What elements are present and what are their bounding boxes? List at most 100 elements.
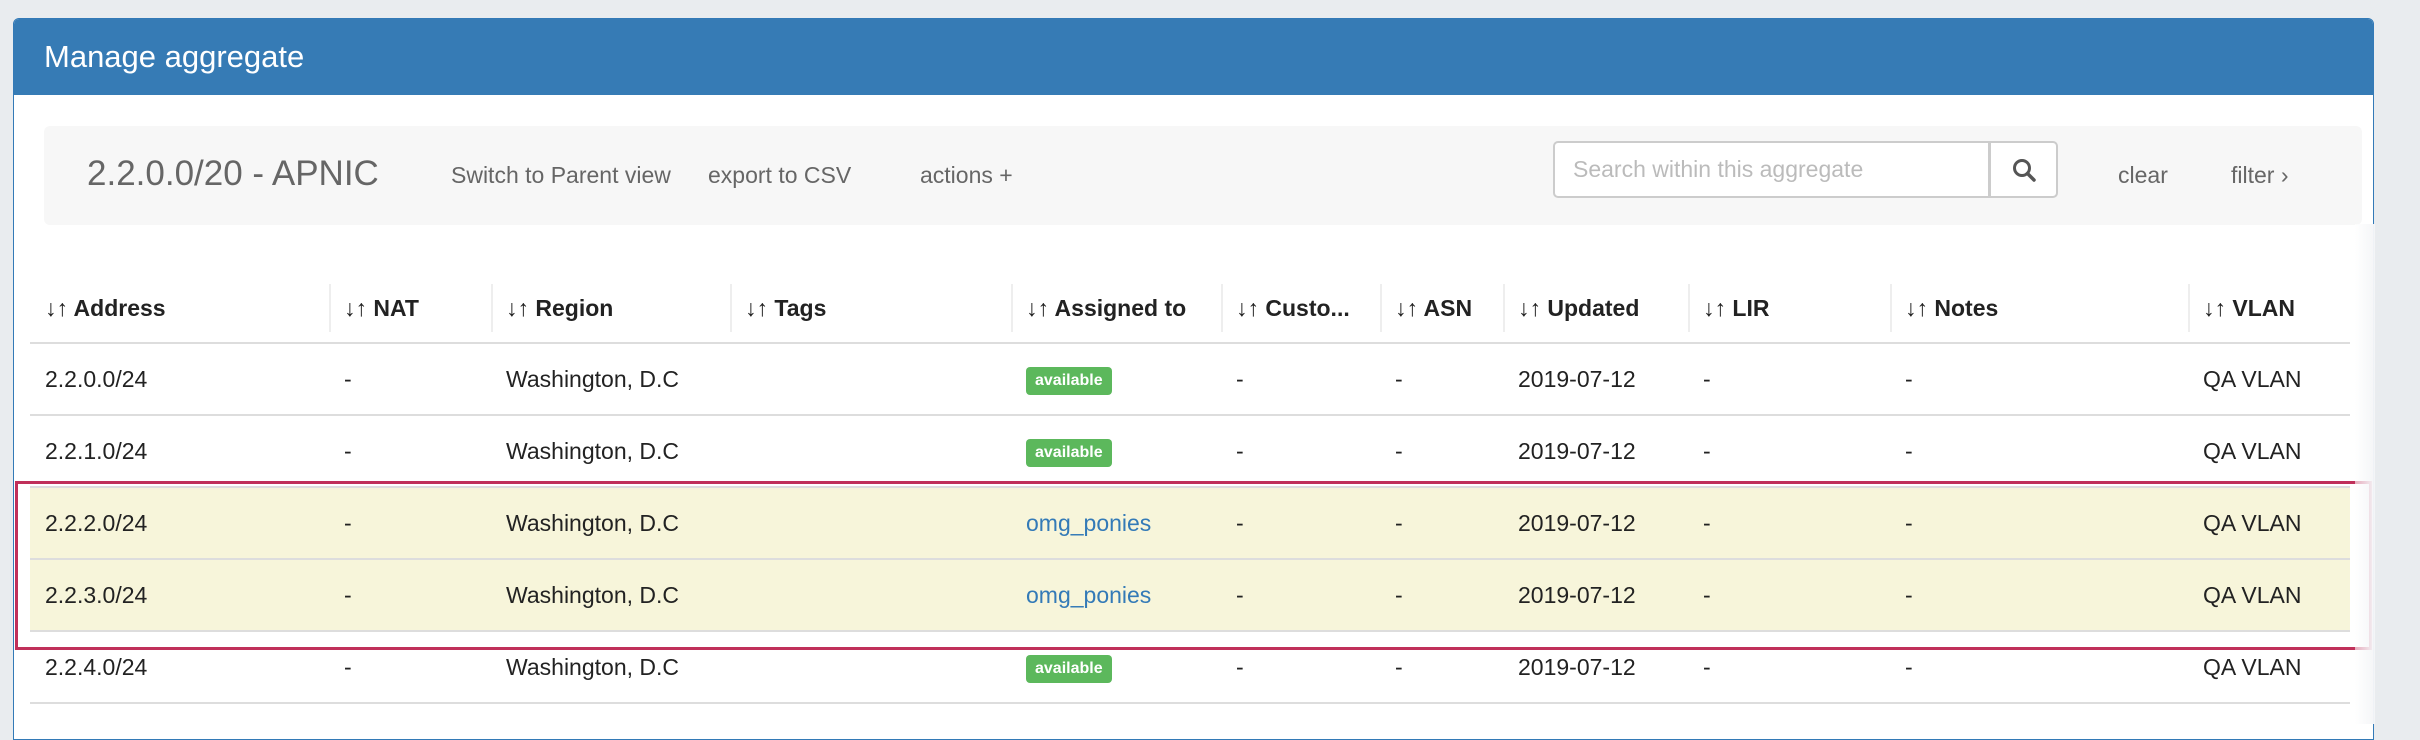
search-button[interactable] <box>1990 141 2058 198</box>
column-header[interactable]: ↓↑ Custo... <box>1221 274 1380 343</box>
filter-link[interactable]: filter › <box>2231 162 2289 188</box>
cell-region: Washington, D.C <box>491 558 730 631</box>
cell-notes: - <box>1890 486 2188 559</box>
column-header[interactable]: ↓↑ VLAN <box>2188 274 2350 343</box>
table-row[interactable]: 2.2.0.0/24- Washington, D.C available - -201… <box>30 342 2350 415</box>
cell-region: Washington, D.C <box>491 342 730 415</box>
cell-customer: - <box>1221 414 1380 487</box>
column-header[interactable]: ↓↑ Assigned to <box>1011 274 1221 343</box>
cell-tags <box>730 486 1011 559</box>
column-label: ASN <box>1423 294 1473 321</box>
cell-updated: 2019-07-12 <box>1503 414 1688 487</box>
cell-assigned: available <box>1011 342 1221 415</box>
column-divider[interactable] <box>1688 284 1690 332</box>
cell-notes: - <box>1890 342 2188 415</box>
cell-region: Washington, D.C <box>491 630 730 704</box>
cell-updated: 2019-07-12 <box>1503 630 1688 704</box>
cell-asn: - <box>1380 414 1503 487</box>
cell-address: 2.2.0.0/24 <box>30 342 329 415</box>
column-divider[interactable] <box>730 284 732 332</box>
column-divider[interactable] <box>1503 284 1505 332</box>
column-divider[interactable] <box>329 284 331 332</box>
actions-menu[interactable]: actions + <box>920 162 1013 188</box>
column-label: Address <box>73 294 166 321</box>
cell-lir: - <box>1688 342 1890 415</box>
cell-updated: 2019-07-12 <box>1503 486 1688 559</box>
column-header[interactable]: ↓↑ ASN <box>1380 274 1503 343</box>
assigned-link[interactable]: omg_ponies <box>1026 509 1152 536</box>
sort-arrows-icon: ↓↑ <box>1518 294 1541 321</box>
column-divider[interactable] <box>1221 284 1223 332</box>
cell-customer: - <box>1221 630 1380 704</box>
cell-lir: - <box>1688 558 1890 631</box>
cell-nat: - <box>329 630 491 704</box>
column-divider[interactable] <box>1011 284 1013 332</box>
cell-lir: - <box>1688 486 1890 559</box>
cell-assigned: available <box>1011 414 1221 487</box>
cell-tags <box>730 414 1011 487</box>
aggregate-toolbar: 2.2.0.0/20 - APNIC Switch to Parent view… <box>44 126 2362 225</box>
column-label: Region <box>535 294 614 321</box>
sort-arrows-icon: ↓↑ <box>344 294 367 321</box>
column-label: Notes <box>1934 294 1999 321</box>
table-row[interactable]: 2.2.4.0/24- Washington, D.C available - -201… <box>30 630 2350 704</box>
cell-lir: - <box>1688 414 1890 487</box>
column-header[interactable]: ↓↑ Region <box>491 274 730 343</box>
search-input[interactable] <box>1553 141 1990 198</box>
column-divider[interactable] <box>1380 284 1382 332</box>
sort-arrows-icon: ↓↑ <box>45 294 68 321</box>
cell-vlan: QA VLAN <box>2188 414 2350 487</box>
assigned-link[interactable]: omg_ponies <box>1026 581 1152 608</box>
cell-notes: - <box>1890 414 2188 487</box>
panel-title: Manage aggregate <box>14 19 2373 95</box>
cell-asn: - <box>1380 558 1503 631</box>
clear-link[interactable]: clear <box>2118 162 2168 188</box>
column-label: LIR <box>1732 294 1770 321</box>
column-header[interactable]: ↓↑ NAT <box>329 274 491 343</box>
column-header[interactable]: ↓↑ Updated <box>1503 274 1688 343</box>
search-icon <box>2012 158 2036 182</box>
cell-nat: - <box>329 342 491 415</box>
column-divider[interactable] <box>491 284 493 332</box>
column-divider[interactable] <box>1890 284 1892 332</box>
sort-arrows-icon: ↓↑ <box>1905 294 1928 321</box>
column-label: Assigned to <box>1054 294 1187 321</box>
cell-region: Washington, D.C <box>491 486 730 559</box>
column-label: VLAN <box>2232 294 2296 321</box>
cell-customer: - <box>1221 486 1380 559</box>
export-csv-link[interactable]: export to CSV <box>708 162 852 188</box>
column-header[interactable]: ↓↑ Tags <box>730 274 1011 343</box>
column-header[interactable]: ↓↑ Address <box>30 274 329 343</box>
sort-arrows-icon: ↓↑ <box>1236 294 1259 321</box>
cell-nat: - <box>329 558 491 631</box>
cell-address: 2.2.1.0/24 <box>30 414 329 487</box>
cell-nat: - <box>329 414 491 487</box>
cell-customer: - <box>1221 342 1380 415</box>
cell-vlan: QA VLAN <box>2188 342 2350 415</box>
table-row[interactable]: 2.2.2.0/24- Washington, D.C omg_ponies - -20… <box>30 486 2350 559</box>
column-label: Custo... <box>1265 294 1350 321</box>
column-label: Tags <box>774 294 827 321</box>
sort-arrows-icon: ↓↑ <box>506 294 529 321</box>
column-label: NAT <box>373 294 419 321</box>
cell-nat: - <box>329 486 491 559</box>
cell-vlan: QA VLAN <box>2188 630 2350 704</box>
cell-vlan: QA VLAN <box>2188 558 2350 631</box>
column-divider[interactable] <box>2188 284 2190 332</box>
table-header-row: ↓↑ Address ↓↑ NAT ↓↑ Region ↓↑ Tags ↓↑ Assig… <box>30 274 2350 343</box>
column-header[interactable]: ↓↑ Notes <box>1890 274 2188 343</box>
switch-parent-view-link[interactable]: Switch to Parent view <box>451 162 671 188</box>
sort-arrows-icon: ↓↑ <box>1395 294 1418 321</box>
cell-address: 2.2.2.0/24 <box>30 486 329 559</box>
table-row[interactable]: 2.2.1.0/24- Washington, D.C available - -201… <box>30 414 2350 487</box>
aggregate-table: ↓↑ Address ↓↑ NAT ↓↑ Region ↓↑ Tags ↓↑ Assig… <box>30 274 2350 704</box>
table-row[interactable]: 2.2.3.0/24- Washington, D.C omg_ponies - -20… <box>30 558 2350 631</box>
cell-assigned: available <box>1011 630 1221 704</box>
status-badge: available <box>1026 366 1112 395</box>
column-header[interactable]: ↓↑ LIR <box>1688 274 1890 343</box>
cell-tags <box>730 630 1011 704</box>
sort-arrows-icon: ↓↑ <box>2203 294 2226 321</box>
cell-lir: - <box>1688 630 1890 704</box>
cell-vlan: QA VLAN <box>2188 486 2350 559</box>
cell-assigned: omg_ponies <box>1011 558 1221 631</box>
